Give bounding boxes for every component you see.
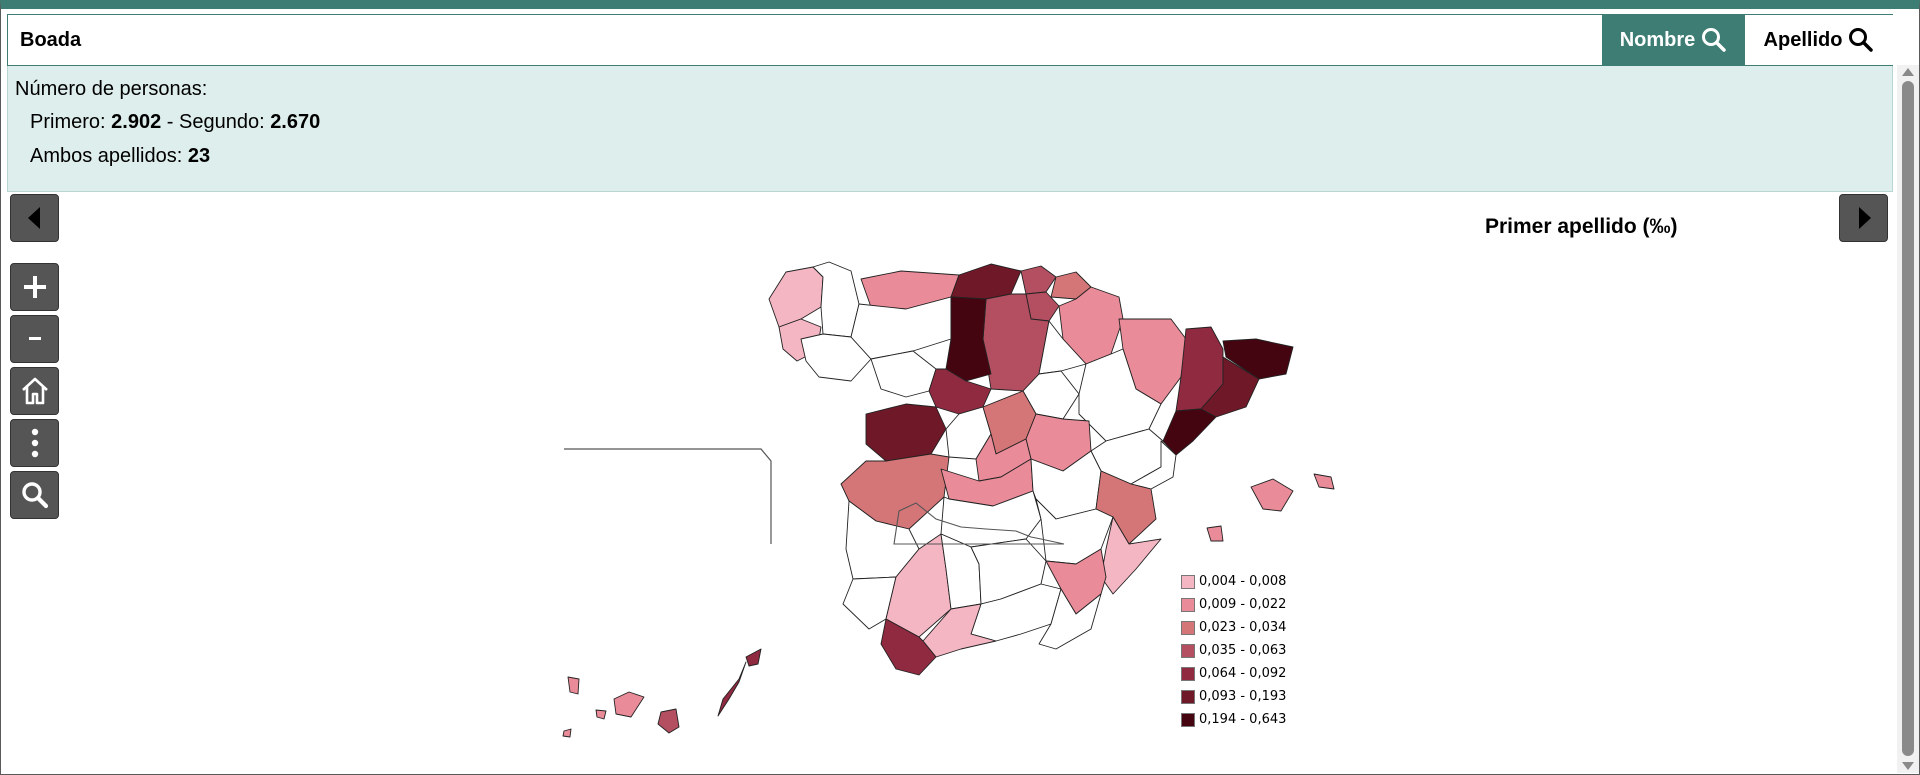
second-surname-count: 2.670: [270, 111, 321, 133]
province-tenerife[interactable]: [613, 691, 645, 718]
province-girona[interactable]: [1222, 338, 1294, 380]
legend-label: 0,004 - 0,008: [1199, 574, 1287, 589]
legend-item: 0,064 - 0,092: [1181, 662, 1286, 685]
province-a-coruna[interactable]: [768, 266, 824, 328]
legend-label: 0,009 - 0,022: [1199, 597, 1287, 612]
province-mallorca[interactable]: [1250, 478, 1294, 512]
triangle-right-icon: [1858, 207, 1871, 229]
province-salamanca[interactable]: [865, 403, 947, 462]
province-palencia[interactable]: [945, 296, 992, 382]
legend-item: 0,023 - 0,034: [1181, 616, 1286, 639]
next-map-button[interactable]: [1839, 194, 1888, 242]
search-by-name-button[interactable]: Nombre: [1602, 15, 1745, 65]
legend-label: 0,093 - 0,193: [1199, 689, 1287, 704]
province-lanzarote[interactable]: [745, 648, 762, 667]
magnifier-icon: [21, 482, 48, 509]
magnifier-icon: [1702, 28, 1727, 52]
zoom-out-button[interactable]: [10, 315, 59, 363]
previous-map-button[interactable]: [10, 194, 59, 242]
scroll-thumb[interactable]: [1902, 81, 1914, 756]
province-tarragona[interactable]: [1162, 408, 1217, 456]
province-caceres[interactable]: [840, 453, 950, 530]
first-second-counts: Primero: 2.902 - Segundo: 2.670: [30, 111, 320, 134]
second-surname-label: Segundo:: [178, 111, 265, 133]
triangle-left-icon: [27, 207, 40, 229]
minus-icon: [28, 337, 41, 340]
legend-swatch: [1181, 574, 1195, 589]
legend-swatch: [1181, 712, 1195, 727]
search-by-surname-button[interactable]: Apellido: [1745, 15, 1893, 65]
scroll-down-arrow[interactable]: [1902, 762, 1914, 770]
legend-swatch: [1181, 643, 1195, 658]
home-view-button[interactable]: [10, 367, 59, 415]
ceuta-melilla-frame: [893, 502, 1065, 545]
legend-item: 0,194 - 0,643: [1181, 708, 1286, 731]
legend-swatch: [1181, 666, 1195, 681]
province-ibiza[interactable]: [1206, 525, 1224, 542]
province-vizcaya[interactable]: [1020, 265, 1057, 295]
province-zamora[interactable]: [870, 350, 937, 398]
legend-item: 0,035 - 0,063: [1181, 639, 1286, 662]
province-gran-canaria[interactable]: [657, 708, 680, 734]
map-legend: 0,004 - 0,008 0,009 - 0,022 0,023 - 0,034 0…: [1181, 570, 1286, 731]
legend-swatch: [1181, 689, 1195, 704]
province-huelva[interactable]: [842, 576, 897, 630]
home-icon: [21, 377, 48, 405]
plus-icon: [23, 276, 46, 298]
province-almeria[interactable]: [1038, 588, 1102, 650]
canary-islands-inset-frame: [564, 448, 772, 544]
legend-swatch: [1181, 620, 1195, 635]
province-menorca[interactable]: [1313, 473, 1335, 490]
legend-label: 0,035 - 0,063: [1199, 643, 1287, 658]
province-alicante[interactable]: [1100, 516, 1162, 595]
first-surname-label: Primero:: [30, 111, 106, 133]
province-leon[interactable]: [850, 296, 952, 360]
both-surnames-label: Ambos apellidos:: [30, 145, 183, 167]
vertical-dots-icon: [31, 428, 38, 458]
search-bar: Nombre Apellido: [7, 14, 1893, 66]
legend-label: 0,064 - 0,092: [1199, 666, 1287, 681]
legend-label: 0,023 - 0,034: [1199, 620, 1287, 635]
province-el-hierro[interactable]: [562, 728, 572, 738]
legend-item: 0,093 - 0,193: [1181, 685, 1286, 708]
both-surnames-line: Ambos apellidos: 23: [30, 145, 210, 168]
magnifier-icon: [1849, 28, 1874, 52]
spain-surname-map[interactable]: [1, 204, 1461, 764]
people-count-heading: Número de personas:: [15, 78, 208, 100]
map-search-button[interactable]: [10, 471, 59, 519]
vertical-scrollbar[interactable]: [1897, 65, 1919, 773]
province-la-gomera[interactable]: [595, 709, 607, 720]
province-fuerteventura[interactable]: [717, 661, 747, 717]
scroll-up-arrow[interactable]: [1902, 68, 1914, 76]
search-by-name-label: Nombre: [1619, 28, 1696, 51]
search-by-surname-label: Apellido: [1763, 28, 1843, 51]
counts-separator: -: [161, 111, 179, 133]
legend-swatch: [1181, 597, 1195, 612]
people-count-panel: Número de personas: Primero: 2.902 - Seg…: [7, 66, 1893, 192]
province-ourense[interactable]: [800, 333, 872, 382]
map-title: Primer apellido (‰): [1485, 215, 1678, 238]
more-options-button[interactable]: [10, 419, 59, 467]
province-zaragoza[interactable]: [1078, 348, 1162, 442]
province-la-rioja[interactable]: [1038, 320, 1087, 375]
legend-label: 0,194 - 0,643: [1199, 712, 1287, 727]
legend-item: 0,004 - 0,008: [1181, 570, 1286, 593]
province-cadiz[interactable]: [880, 618, 937, 676]
legend-item: 0,009 - 0,022: [1181, 593, 1286, 616]
zoom-in-button[interactable]: [10, 263, 59, 311]
both-surnames-count: 23: [187, 145, 211, 167]
surname-search-input[interactable]: [8, 15, 1602, 65]
province-la-palma[interactable]: [567, 676, 580, 695]
first-surname-count: 2.902: [111, 111, 162, 133]
